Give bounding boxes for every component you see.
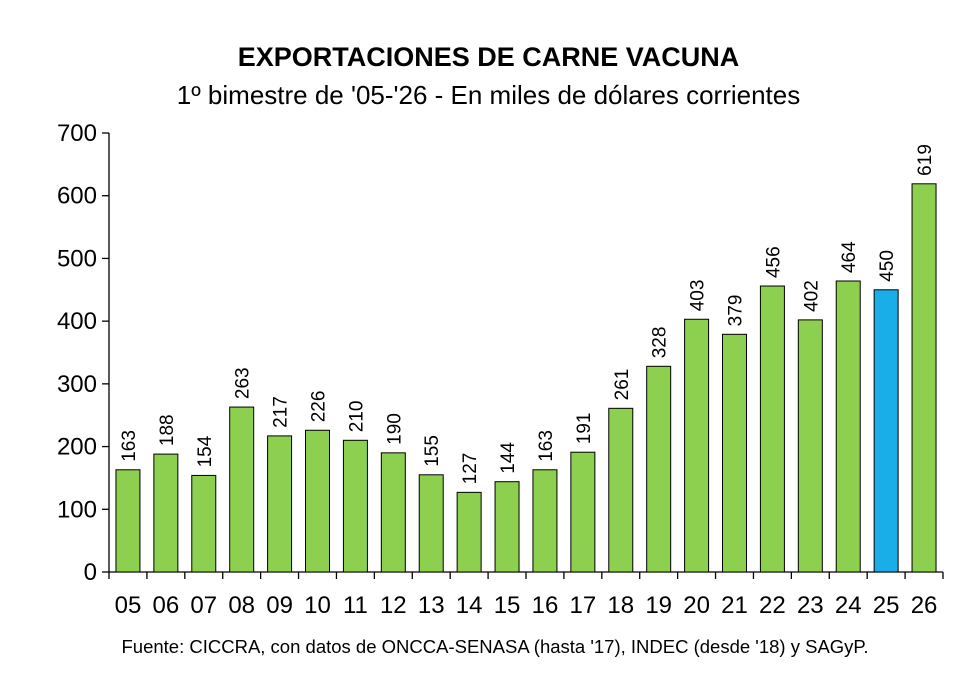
data-label-11: 210 bbox=[346, 401, 367, 433]
x-tick-label: 14 bbox=[456, 592, 483, 619]
data-label-23: 402 bbox=[801, 280, 822, 312]
x-tick-label: 08 bbox=[228, 592, 255, 619]
source-note: Fuente: CICCRA, con datos de ONCCA-SENAS… bbox=[121, 636, 869, 657]
x-tick-label: 17 bbox=[570, 592, 597, 619]
x-tick-label: 13 bbox=[418, 592, 445, 619]
data-label-16: 163 bbox=[536, 430, 557, 462]
chart-subtitle: 1º bimestre de '05-'26 - En miles de dól… bbox=[176, 80, 801, 110]
data-label-06: 188 bbox=[157, 414, 178, 446]
x-tick-label: 22 bbox=[759, 592, 786, 619]
bar-07 bbox=[191, 474, 217, 573]
x-tick-label: 07 bbox=[190, 592, 217, 619]
x-tick-label: 18 bbox=[607, 592, 634, 619]
x-tick-label: 19 bbox=[645, 592, 672, 619]
bar-08 bbox=[229, 406, 255, 573]
bar-14 bbox=[456, 491, 482, 573]
data-label-10: 226 bbox=[309, 391, 330, 423]
bar-06 bbox=[153, 453, 179, 573]
bar-16 bbox=[532, 469, 558, 573]
bar-13 bbox=[418, 474, 444, 573]
bar-19 bbox=[646, 365, 672, 573]
data-label-09: 217 bbox=[271, 396, 292, 428]
bar-21 bbox=[722, 333, 747, 573]
data-label-22: 456 bbox=[763, 246, 784, 278]
bar-20 bbox=[684, 318, 710, 573]
data-label-18: 261 bbox=[612, 369, 633, 401]
x-tick-label: 16 bbox=[532, 592, 559, 619]
x-tick-label: 21 bbox=[721, 592, 748, 619]
data-label-26: 619 bbox=[915, 144, 936, 176]
bar-17 bbox=[570, 451, 596, 573]
x-tick-label: 24 bbox=[835, 592, 862, 619]
y-tick-label: 300 bbox=[57, 371, 97, 398]
bar-12 bbox=[380, 452, 406, 573]
data-label-12: 190 bbox=[384, 413, 405, 445]
data-label-15: 144 bbox=[498, 442, 519, 474]
y-tick-label: 700 bbox=[57, 120, 97, 147]
data-label-05: 163 bbox=[119, 430, 140, 462]
bar-22 bbox=[759, 285, 785, 573]
x-tick-label: 26 bbox=[911, 592, 938, 619]
data-label-19: 328 bbox=[650, 327, 671, 359]
data-label-24: 464 bbox=[839, 241, 860, 273]
data-label-08: 263 bbox=[233, 367, 254, 399]
bar-11 bbox=[342, 439, 368, 573]
bar-23 bbox=[797, 319, 823, 573]
y-tick-label: 100 bbox=[57, 496, 97, 523]
bar-25 bbox=[873, 289, 899, 573]
y-tick-label: 500 bbox=[57, 245, 97, 272]
x-tick-label: 11 bbox=[343, 592, 368, 619]
x-tick-label: 05 bbox=[115, 592, 142, 619]
x-tick-label: 15 bbox=[494, 592, 521, 619]
bar-10 bbox=[305, 429, 330, 573]
y-tick-label: 400 bbox=[57, 308, 97, 335]
x-tick-label: 25 bbox=[873, 592, 900, 619]
y-tick-label: 200 bbox=[57, 434, 97, 461]
x-tick-label: 23 bbox=[797, 592, 824, 619]
bar-26 bbox=[911, 183, 937, 573]
x-tick-label: 10 bbox=[304, 592, 331, 619]
data-label-07: 154 bbox=[195, 435, 216, 467]
chart-title: EXPORTACIONES DE CARNE VACUNA bbox=[237, 42, 740, 72]
data-label-25: 450 bbox=[877, 250, 898, 282]
data-label-21: 379 bbox=[726, 295, 747, 327]
bar-18 bbox=[608, 407, 634, 573]
x-tick-label: 20 bbox=[683, 592, 710, 619]
x-tick-label: 12 bbox=[380, 592, 407, 619]
data-label-20: 403 bbox=[688, 280, 709, 312]
bar-15 bbox=[494, 481, 520, 573]
data-label-17: 191 bbox=[574, 413, 595, 445]
y-tick-label: 0 bbox=[84, 559, 97, 586]
data-label-14: 127 bbox=[460, 453, 481, 485]
bar-24 bbox=[835, 280, 861, 573]
x-tick-label: 06 bbox=[153, 592, 180, 619]
x-tick-label: 09 bbox=[266, 592, 293, 619]
data-label-13: 155 bbox=[422, 435, 443, 467]
bar-09 bbox=[267, 435, 293, 573]
bar-05 bbox=[115, 469, 141, 573]
y-tick-label: 600 bbox=[57, 183, 97, 210]
